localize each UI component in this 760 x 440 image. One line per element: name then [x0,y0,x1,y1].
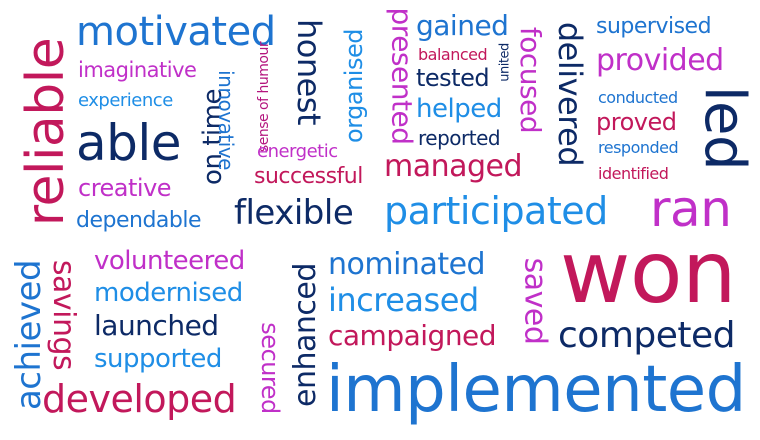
word-implemented: implemented [326,353,746,427]
word-creative: creative [78,174,172,202]
word-led: led [692,85,758,171]
word-competed: competed [558,315,736,356]
word-conducted: conducted [598,88,678,107]
word-enhanced: enhanced [287,263,323,407]
word-flexible: flexible [234,193,354,233]
word-increased: increased [328,281,479,319]
word-able: able [76,114,182,172]
word-identified: identified [598,164,669,183]
word-organised: organised [339,29,368,143]
word-focused: focused [514,26,548,134]
word-modernised: modernised [94,278,243,308]
word-innovative: innovative [213,70,238,170]
word-energetic: energetic [257,141,338,162]
word-developed: developed [42,377,237,421]
word-reliable: reliable [16,37,77,227]
word-campaigned: campaigned [328,319,497,352]
word-experience: experience [78,90,173,111]
word-delivered: delivered [551,21,590,167]
word-imaginative: imaginative [78,58,197,82]
word-provided: provided [596,43,724,78]
word-supervised: supervised [596,14,712,39]
word-presented: presented [385,7,419,145]
word-won: won [560,223,736,323]
word-proved: proved [596,108,677,136]
word-sense-of-humour: sense of humour [256,41,273,153]
word-gained: gained [416,9,509,42]
word-supported: supported [94,344,222,374]
word-tested: tested [416,64,490,92]
word-honest: honest [290,18,329,126]
word-launched: launched [94,309,219,342]
word-ran: ran [650,180,732,238]
word-balanced: balanced [418,45,488,64]
word-nominated: nominated [328,247,486,282]
word-successful: successful [254,164,363,189]
word-secured: secured [255,322,284,414]
word-managed: managed [384,149,523,184]
word-volunteered: volunteered [94,246,245,276]
word-achieved: achieved [9,259,50,411]
word-helped: helped [416,94,502,124]
word-responded: responded [598,138,679,157]
word-saved: saved [517,257,553,345]
word-motivated: motivated [76,9,276,55]
word-dependable: dependable [76,208,202,233]
word-united: united [497,43,513,82]
word-participated: participated [384,189,608,233]
word-savings: savings [46,259,82,371]
word-reported: reported [418,126,501,150]
